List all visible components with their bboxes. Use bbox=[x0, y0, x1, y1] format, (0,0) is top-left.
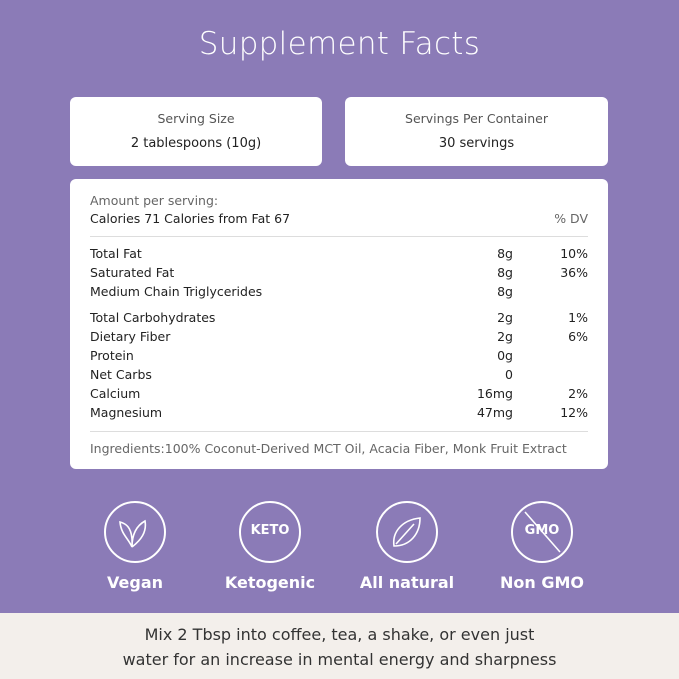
icon-circle bbox=[239, 501, 301, 563]
icon-circle bbox=[104, 501, 166, 563]
badge-label: Non GMO bbox=[500, 573, 584, 592]
nutrient-amount: 8g bbox=[497, 265, 513, 280]
nutrient-dv: 2% bbox=[568, 386, 588, 401]
nutrient-amount: 2g bbox=[497, 310, 513, 325]
serving-value: 2 tablespoons (10g) bbox=[130, 136, 262, 151]
nutrient-amount: 0 bbox=[505, 367, 513, 382]
nutrient-name: Net Carbs bbox=[90, 367, 152, 382]
nutrient-dv: 10% bbox=[560, 246, 588, 261]
badge-label: Ketogenic bbox=[224, 573, 316, 592]
footer-line: water for an increase in mental energy a… bbox=[122, 650, 557, 669]
nutrient-amount: 0g bbox=[497, 348, 513, 363]
badge-label: All natural bbox=[359, 573, 455, 592]
nutrient-amount: 47mg bbox=[476, 405, 513, 420]
nutrient-name: Total Carbohydrates bbox=[90, 310, 216, 325]
servings-value: 30 servings bbox=[438, 136, 515, 151]
nutrient-name: Medium Chain Triglycerides bbox=[90, 284, 263, 299]
ingredients: Ingredients:100% Coconut-Derived MCT Oil… bbox=[90, 441, 567, 456]
nutrient-dv: 12% bbox=[560, 405, 588, 420]
nutrient-name: Calcium bbox=[90, 386, 141, 401]
nutrient-amount: 2g bbox=[497, 329, 513, 344]
rule bbox=[90, 236, 588, 237]
nutrient-name: Magnesium bbox=[90, 405, 163, 420]
gmo-text: GMO bbox=[524, 523, 560, 538]
keto-text: KETO bbox=[250, 523, 290, 538]
badge-label: Vegan bbox=[107, 573, 163, 592]
footer: Mix 2 Tbsp into coffee, tea, a shake, or… bbox=[0, 613, 679, 679]
footer-line: Mix 2 Tbsp into coffee, tea, a shake, or… bbox=[144, 625, 535, 644]
strike bbox=[524, 511, 561, 553]
serving-label: Serving Size bbox=[157, 111, 235, 126]
nutrient-dv: 6% bbox=[568, 329, 588, 344]
servings-card: Servings Per Container 30 servings bbox=[345, 97, 608, 166]
nutrient-dv: 1% bbox=[568, 310, 588, 325]
icon-circle bbox=[511, 501, 573, 563]
badge-icons bbox=[104, 501, 573, 563]
nutrient-amount: 8g bbox=[497, 246, 513, 261]
leaf-icon bbox=[119, 519, 147, 548]
dv-header: % DV bbox=[554, 211, 588, 226]
amount-label: Amount per serving: bbox=[90, 193, 219, 208]
nutrient-name: Protein bbox=[90, 348, 134, 363]
servings-label: Servings Per Container bbox=[405, 111, 548, 126]
facts-card: Amount per serving: Calories 71 Calories… bbox=[70, 179, 608, 469]
calories: Calories 71 Calories from Fat 67 bbox=[90, 211, 291, 226]
rule bbox=[90, 431, 588, 432]
nutrient-name: Total Fat bbox=[90, 246, 142, 261]
nutrient-name: Dietary Fiber bbox=[90, 329, 171, 344]
leaf-icon bbox=[393, 517, 421, 547]
nutrient-amount: 8g bbox=[497, 284, 513, 299]
serving-card: Serving Size 2 tablespoons (10g) bbox=[70, 97, 322, 166]
icon-circle bbox=[376, 501, 438, 563]
nutrient-dv: 36% bbox=[560, 265, 588, 280]
nutrient-amount: 16mg bbox=[476, 386, 513, 401]
title: Supplement Facts bbox=[198, 26, 481, 62]
nutrient-name: Saturated Fat bbox=[90, 265, 175, 280]
